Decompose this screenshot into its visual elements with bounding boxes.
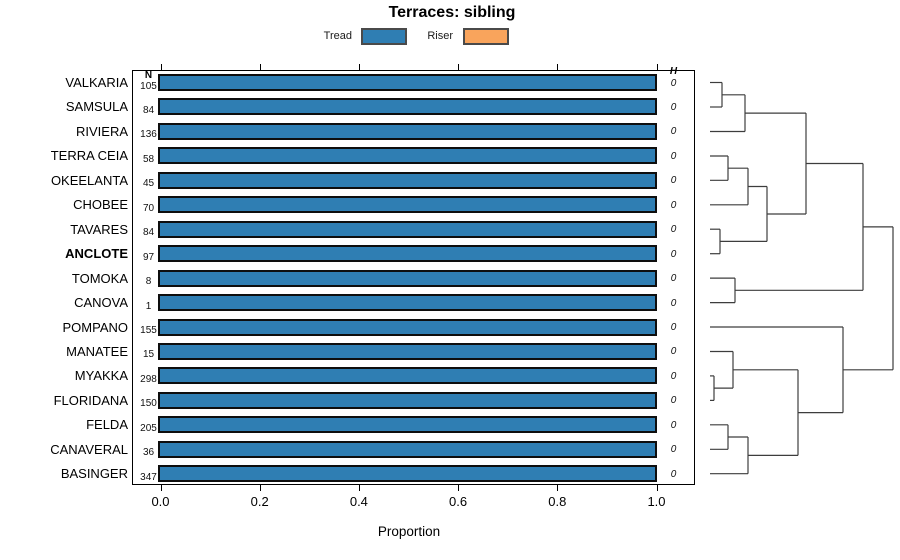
n-value: 1	[145, 300, 152, 312]
x-tick-top	[259, 64, 261, 70]
tread-bar	[158, 465, 657, 483]
tread-bar	[158, 318, 657, 336]
x-tick-bottom	[656, 485, 658, 491]
x-tick-bottom	[557, 485, 559, 491]
tread-bar	[158, 269, 657, 287]
x-tick-bottom	[259, 485, 261, 491]
row-label: FELDA	[86, 417, 128, 433]
x-axis-title: Proportion	[377, 524, 441, 539]
row-label: POMPANO	[62, 319, 129, 335]
h-value: 0	[670, 126, 677, 138]
h-value: 0	[670, 273, 677, 285]
legend-tread-label: Tread	[323, 30, 352, 42]
n-value: 36	[142, 447, 155, 459]
x-tick-label: 0.0	[151, 494, 170, 509]
h-value: 0	[670, 248, 677, 260]
n-value: 97	[142, 251, 155, 263]
h-value: 0	[670, 199, 677, 211]
tread-bar	[158, 391, 657, 409]
h-value: 0	[670, 395, 677, 407]
tread-bar	[158, 245, 657, 263]
tread-bar	[158, 196, 657, 214]
h-value: 0	[670, 101, 677, 113]
x-tick-top	[358, 64, 360, 70]
n-value: 105	[140, 80, 157, 92]
tread-bar	[158, 416, 657, 434]
legend-riser-label: Riser	[427, 30, 453, 42]
x-tick-label: 0.8	[548, 494, 567, 509]
plot-box	[132, 70, 695, 485]
row-label: OKEELANTA	[50, 172, 128, 188]
n-column-header: N	[144, 70, 153, 81]
row-label: CHOBEE	[73, 197, 128, 213]
n-value: 155	[140, 325, 157, 336]
n-value: 136	[140, 129, 157, 141]
n-value: 15	[142, 349, 155, 361]
row-label: BASINGER	[60, 466, 128, 482]
tread-bar	[158, 122, 657, 140]
tread-bar	[158, 367, 657, 385]
row-label: MANATEE	[66, 343, 128, 359]
row-label: VALKARIA	[65, 75, 128, 90]
h-value: 0	[670, 77, 677, 89]
tread-bar	[158, 98, 657, 116]
n-value: 70	[142, 202, 155, 214]
row-label: TAVARES	[70, 221, 128, 237]
row-label: TERRA CEIA	[50, 148, 128, 164]
legend-tread-swatch	[361, 28, 407, 45]
chart-title: Terraces: sibling	[388, 4, 516, 21]
tread-bar	[158, 294, 657, 312]
row-label: MYAKKA	[74, 368, 128, 384]
h-value: 0	[670, 224, 677, 236]
x-tick-bottom	[160, 485, 162, 491]
tread-bar	[158, 74, 657, 91]
n-value: 84	[142, 227, 155, 239]
h-value: 0	[670, 468, 677, 480]
h-column-header: H	[669, 66, 678, 77]
x-tick-label: 0.4	[349, 494, 368, 509]
n-value: 45	[142, 178, 155, 190]
h-value: 0	[670, 444, 677, 456]
x-tick-bottom	[458, 485, 460, 491]
tread-bar	[158, 440, 657, 458]
x-tick-bottom	[358, 485, 360, 491]
h-value: 0	[670, 175, 677, 187]
tread-bar	[158, 342, 657, 360]
tread-bar	[158, 220, 657, 238]
h-value: 0	[670, 346, 677, 358]
n-value: 8	[145, 276, 152, 288]
h-value: 0	[670, 297, 677, 309]
n-value: 150	[140, 398, 157, 410]
legend-riser-swatch	[463, 28, 509, 45]
row-label: FLORIDANA	[53, 392, 128, 408]
row-label: ANCLOTE	[65, 246, 128, 262]
x-tick-label: 0.2	[250, 494, 269, 509]
h-value: 0	[670, 150, 677, 162]
n-value: 298	[140, 373, 157, 385]
x-tick-label: 0.6	[449, 494, 468, 509]
x-tick-top	[458, 64, 460, 70]
h-value: 0	[670, 322, 677, 333]
n-value: 347	[140, 471, 157, 483]
h-value: 0	[670, 419, 677, 431]
x-tick-top	[656, 64, 658, 70]
n-value: 205	[140, 422, 157, 434]
n-value: 58	[142, 153, 155, 165]
n-value: 84	[142, 104, 155, 116]
tread-bar	[158, 171, 657, 189]
row-label: RIVIERA	[75, 123, 128, 139]
row-label: CANAVERAL	[50, 441, 128, 457]
x-tick-top	[557, 64, 559, 70]
row-label: TOMOKA	[71, 270, 128, 286]
row-label: CANOVA	[74, 295, 128, 311]
x-tick-label: 1.0	[647, 494, 666, 509]
h-value: 0	[670, 370, 677, 382]
row-label: SAMSULA	[65, 99, 128, 115]
x-tick-top	[160, 64, 162, 70]
tread-bar	[158, 147, 657, 165]
